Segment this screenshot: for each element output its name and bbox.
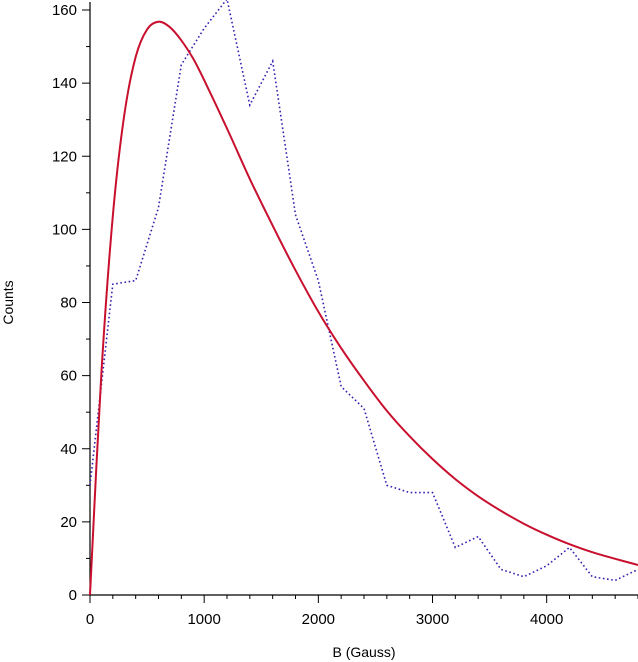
y-tick-label: 60 (60, 368, 77, 385)
x-tick-label: 3000 (416, 611, 449, 628)
series-layer (89, 0, 638, 596)
x-tick-label: 1000 (187, 611, 220, 628)
x-tick-label: 4000 (530, 611, 563, 628)
y-tick-label: 0 (69, 587, 77, 604)
x-tick-label: 0 (86, 611, 94, 628)
y-tick-label: 40 (60, 441, 77, 458)
y-tick-label: 160 (52, 2, 77, 19)
y-tick-label: 100 (52, 221, 77, 238)
y-axis-title: Counts (0, 280, 16, 324)
x-tick-label: 2000 (302, 611, 335, 628)
axes: 0 20 40 60 80 100 120 140 160 0 1000 2000 3000 4000 (52, 2, 638, 628)
y-tick-label: 120 (52, 148, 77, 165)
x-axis-title: B (Gauss) (332, 644, 395, 660)
y-tick-label: 140 (52, 75, 77, 92)
y-tick-label: 20 (60, 514, 77, 531)
fit-curve-line (89, 20, 638, 596)
y-tick-label: 80 (60, 295, 77, 312)
histogram-dotted-line (89, 0, 638, 582)
